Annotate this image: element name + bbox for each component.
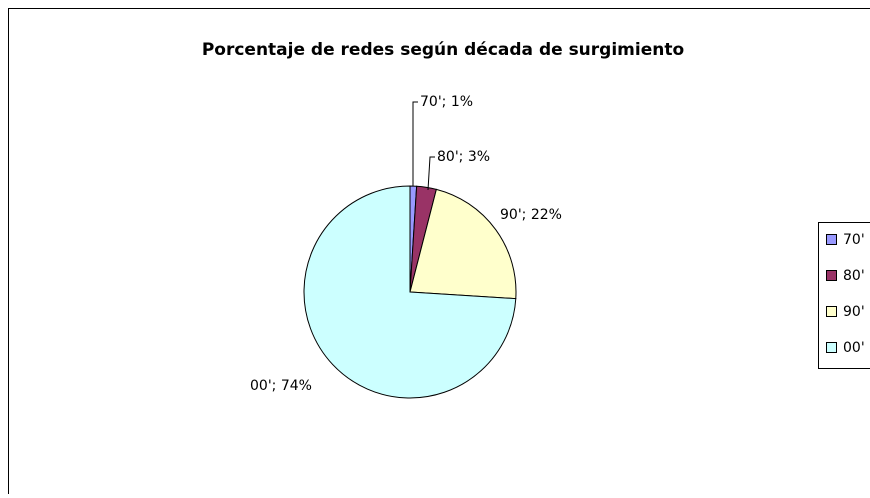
legend-swatch [827, 307, 837, 317]
data-label: 90'; 22% [500, 207, 562, 223]
legend-label: 00' [843, 340, 865, 356]
legend-label: 90' [843, 304, 865, 320]
legend-label: 80' [843, 268, 865, 284]
data-label: 80'; 3% [437, 149, 490, 165]
data-label: 00'; 74% [250, 378, 312, 394]
legend-swatch [827, 271, 837, 281]
legend-swatch [827, 235, 837, 245]
legend-swatch [827, 343, 837, 353]
legend-label: 70' [843, 232, 865, 248]
data-label: 70'; 1% [420, 94, 473, 110]
chart-title: Porcentaje de redes según década de surg… [202, 40, 684, 60]
